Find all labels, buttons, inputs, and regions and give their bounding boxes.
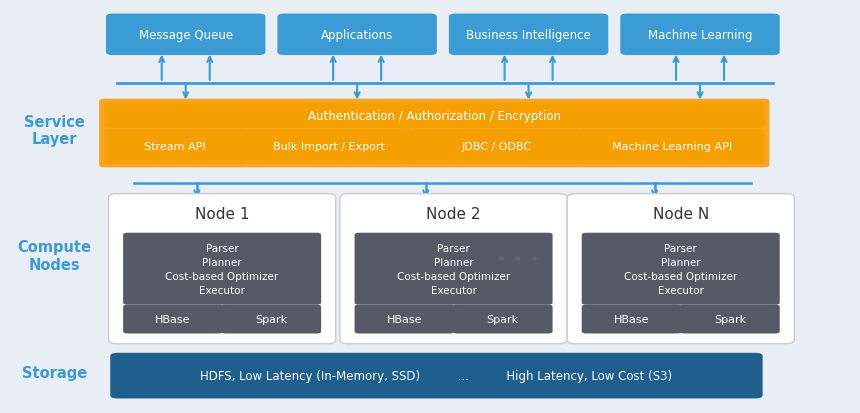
Text: • • •: • • • [495,251,539,269]
Text: Parser
Planner
Cost-based Optimizer
Executor: Parser Planner Cost-based Optimizer Exec… [165,243,279,295]
FancyBboxPatch shape [449,14,608,56]
FancyBboxPatch shape [278,14,437,56]
Text: HBase: HBase [156,314,191,324]
Text: Bulk Import / Export: Bulk Import / Export [273,142,385,152]
Text: Node 1: Node 1 [195,206,249,221]
FancyBboxPatch shape [620,14,780,56]
FancyBboxPatch shape [580,129,765,164]
Text: Parser
Planner
Cost-based Optimizer
Executor: Parser Planner Cost-based Optimizer Exec… [624,243,737,295]
Text: HBase: HBase [614,314,649,324]
FancyBboxPatch shape [680,305,780,334]
Text: Message Queue: Message Queue [138,29,233,42]
Text: Applications: Applications [321,29,393,42]
Text: Node 2: Node 2 [427,206,481,221]
FancyBboxPatch shape [104,129,246,164]
Text: Compute
Nodes: Compute Nodes [17,240,91,272]
FancyBboxPatch shape [106,14,266,56]
FancyBboxPatch shape [123,305,223,334]
FancyBboxPatch shape [123,233,321,305]
FancyBboxPatch shape [413,129,580,164]
FancyBboxPatch shape [452,305,553,334]
Text: Spark: Spark [714,314,746,324]
Text: Node N: Node N [653,206,709,221]
FancyBboxPatch shape [110,353,763,399]
Text: Service
Layer: Service Layer [24,114,85,147]
Text: JDBC / ODBC: JDBC / ODBC [462,142,531,152]
FancyBboxPatch shape [581,233,780,305]
Text: Business Intelligence: Business Intelligence [466,29,591,42]
FancyBboxPatch shape [354,233,553,305]
FancyBboxPatch shape [567,194,795,344]
Text: Machine Learning: Machine Learning [648,29,752,42]
Text: Machine Learning API: Machine Learning API [612,142,732,152]
FancyBboxPatch shape [221,305,321,334]
FancyBboxPatch shape [108,194,335,344]
Text: HBase: HBase [387,314,422,324]
Text: Spark: Spark [255,314,287,324]
FancyBboxPatch shape [354,305,454,334]
Text: Stream API: Stream API [144,142,206,152]
Text: Storage: Storage [22,365,87,380]
FancyBboxPatch shape [246,129,413,164]
Text: Parser
Planner
Cost-based Optimizer
Executor: Parser Planner Cost-based Optimizer Exec… [397,243,510,295]
Text: Authentication / Authorization / Encryption: Authentication / Authorization / Encrypt… [308,109,561,122]
Text: Spark: Spark [487,314,519,324]
FancyBboxPatch shape [581,305,682,334]
FancyBboxPatch shape [99,100,770,168]
FancyBboxPatch shape [104,103,765,128]
Text: HDFS, Low Latency (In-Memory, SSD)          ...          High Latency, Low Cost : HDFS, Low Latency (In-Memory, SSD) ... H… [200,369,673,382]
FancyBboxPatch shape [340,194,567,344]
